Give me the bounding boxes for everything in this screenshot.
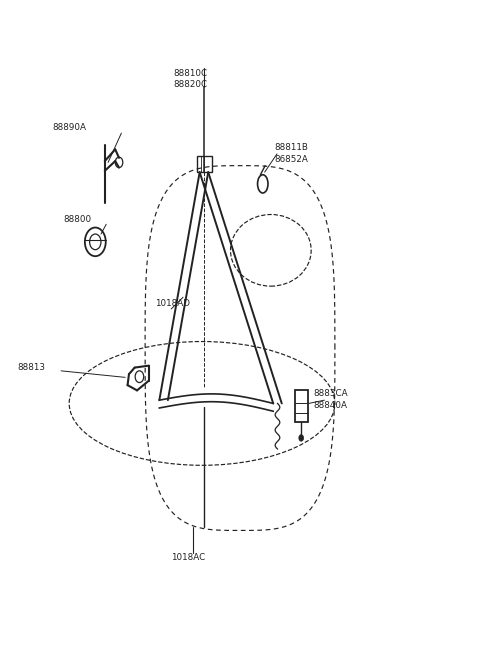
Text: 88840A: 88840A (313, 401, 348, 410)
Circle shape (299, 435, 303, 442)
Bar (197, 156, 212, 172)
Text: 88811B: 88811B (274, 143, 308, 152)
Text: 1018AC: 1018AC (171, 553, 205, 562)
Text: 88810C: 88810C (174, 68, 208, 78)
Text: 1018AD: 1018AD (155, 299, 190, 308)
Text: 88813: 88813 (17, 363, 45, 372)
Bar (295, 390, 308, 422)
Text: 8883CA: 8883CA (313, 389, 348, 398)
Text: 88820C: 88820C (174, 80, 208, 89)
Text: 86852A: 86852A (274, 154, 308, 164)
Text: 88890A: 88890A (53, 124, 86, 132)
Text: 88800: 88800 (63, 215, 92, 223)
